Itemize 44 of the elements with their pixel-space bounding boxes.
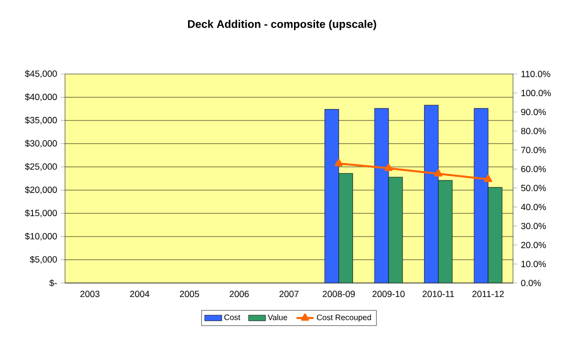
y2-tick-label: 80.0% — [521, 128, 546, 134]
y-tick-label: $5,000 — [30, 256, 57, 264]
y-tick-label: $40,000 — [24, 93, 57, 102]
bar — [388, 176, 403, 283]
y2-tick-label: 0.0% — [521, 280, 541, 286]
bar — [324, 109, 339, 283]
y-tick-label: $10,000 — [24, 232, 57, 240]
y2-tick-label: 110.0% — [521, 70, 550, 78]
y-tick-label: $35,000 — [24, 116, 57, 124]
y-tick-label: $45,000 — [24, 70, 57, 78]
y2-tick-label: 60.0% — [521, 166, 546, 172]
bar — [374, 108, 389, 283]
x-tick-label: 2011-12 — [472, 290, 504, 298]
point — [484, 174, 492, 182]
y2-tick-label: 70.0% — [521, 146, 546, 154]
y2-tick-label: 10.0% — [521, 260, 546, 268]
point — [434, 169, 442, 176]
y-tick-label: $- — [49, 279, 57, 287]
y2-tick-label: 30.0% — [521, 222, 546, 230]
y2-tick-label: 50.0% — [521, 184, 546, 192]
x-tick-label: 2004 — [130, 290, 150, 298]
bar — [488, 187, 502, 283]
y-tick-label: $30,000 — [24, 140, 57, 148]
bar — [474, 108, 488, 283]
x-tick-label: 2003 — [80, 290, 100, 298]
y-tick-label: $20,000 — [24, 186, 57, 194]
x-tick-label: 2010-11 — [422, 290, 454, 298]
x-tick-label: 2009-10 — [372, 290, 405, 298]
bar — [424, 104, 439, 283]
x-tick-label: 2007 — [279, 290, 299, 298]
x-tick-label: 2005 — [180, 290, 200, 298]
y2-tick-label: 20.0% — [521, 242, 546, 248]
y-tick-label: $15,000 — [24, 209, 57, 218]
bar — [338, 173, 353, 283]
y2-tick-label: 90.0% — [521, 108, 546, 116]
point — [384, 164, 393, 171]
y2-tick-label: 100.0% — [521, 90, 551, 96]
chart-title: Deck Addition - composite (upscale) — [188, 20, 376, 30]
bar — [438, 180, 453, 283]
x-tick-label: 2006 — [230, 290, 249, 298]
point — [334, 159, 343, 166]
y-tick-label: $25,000 — [24, 162, 57, 171]
x-tick-label: 2008-09 — [322, 290, 355, 298]
y2-tick-label: 40.0% — [520, 204, 546, 210]
